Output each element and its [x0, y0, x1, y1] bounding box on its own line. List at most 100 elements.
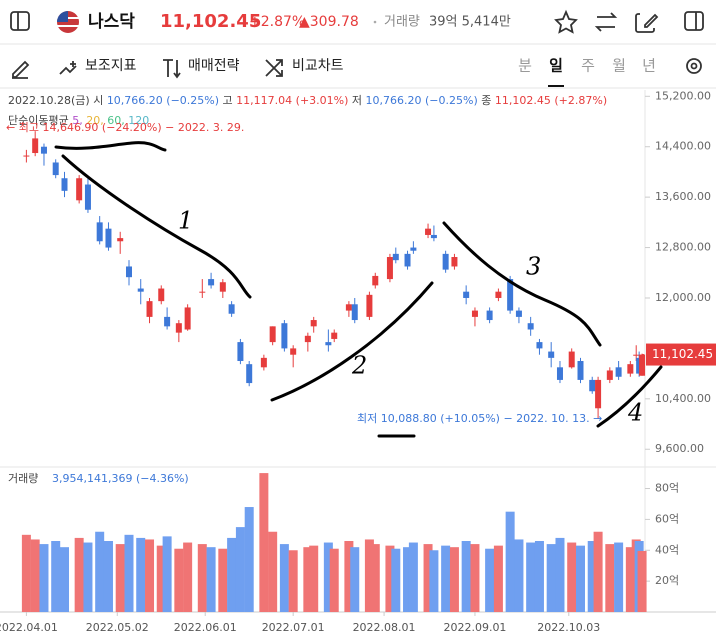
- flag-canton: [57, 11, 68, 22]
- volume-bar: [235, 527, 245, 612]
- info-line: 2022.10.28(금) 시 10,766.20 (−0.25%) 고 11,…: [8, 94, 607, 107]
- candle-body: [430, 234, 437, 239]
- volume-bar: [197, 544, 207, 612]
- x-tick-label: 2022.05.02: [86, 621, 149, 634]
- volume-bar: [279, 544, 289, 612]
- candle-body: [61, 178, 68, 191]
- candle-body: [345, 304, 352, 311]
- y-tick-label: 12,800.00: [655, 241, 711, 254]
- volume-bar: [323, 542, 333, 612]
- volume-bar: [218, 548, 228, 612]
- candle-body: [425, 228, 432, 235]
- volume-label: 거래량: [384, 15, 420, 30]
- volume-bar: [227, 537, 237, 612]
- candle-body: [633, 354, 640, 356]
- volume-bar: [83, 542, 93, 612]
- candle-body: [589, 379, 596, 392]
- settings-icon[interactable]: [686, 58, 702, 74]
- period-tab[interactable]: 분: [518, 57, 532, 75]
- candle-body: [615, 367, 622, 377]
- ma-legend-item: 5,: [72, 114, 83, 127]
- volume-panel-value: 3,954,141,369 (−4.36%): [52, 472, 189, 485]
- info-label: 시: [93, 94, 103, 107]
- candle-body: [463, 291, 470, 298]
- volume-bar: [174, 548, 184, 612]
- volume-bar: [449, 547, 459, 612]
- volume-bar: [309, 545, 319, 612]
- volume-bar: [587, 541, 597, 612]
- volume-bar: [534, 541, 544, 612]
- candle-body: [290, 348, 297, 355]
- panel-right-icon[interactable]: [684, 11, 704, 31]
- candle-body: [304, 335, 311, 343]
- candle-body: [366, 294, 373, 317]
- candle-body: [556, 367, 563, 380]
- candle-body: [184, 307, 191, 330]
- last-price-label: 11,102.45: [652, 347, 713, 361]
- volume-tick-label: 20억: [655, 574, 679, 587]
- candle-body: [175, 323, 182, 333]
- volume-bar: [183, 542, 193, 612]
- handwritten-number: 3: [526, 253, 541, 281]
- volume-bar: [593, 531, 603, 612]
- period-tab[interactable]: 일: [549, 57, 563, 75]
- volume-bar: [30, 539, 40, 612]
- candle-body: [164, 316, 171, 327]
- panel-icon[interactable]: [10, 11, 30, 31]
- candle-body: [627, 364, 634, 374]
- strategy-icon: [163, 59, 181, 79]
- volume-bar: [145, 539, 155, 612]
- toolbar-item[interactable]: 비교차트: [292, 58, 344, 74]
- candle-body: [471, 310, 478, 317]
- ma-legend-item: 120: [128, 114, 149, 127]
- candle-body: [281, 323, 288, 349]
- x-tick-label: 2022.10.03: [537, 621, 600, 634]
- volume-bar: [555, 537, 565, 612]
- candle-body: [442, 253, 449, 270]
- hand-stroke: [596, 365, 663, 428]
- volume-bar: [268, 531, 278, 612]
- handwritten-number: 4: [627, 399, 643, 427]
- toolbar-item[interactable]: 매매전략: [188, 58, 240, 74]
- volume-bar: [625, 547, 635, 612]
- candle-body: [219, 282, 226, 292]
- star-icon[interactable]: [554, 9, 578, 34]
- price: 11,102.45: [160, 11, 261, 32]
- info-label: 종: [481, 94, 491, 107]
- period-tab[interactable]: 월: [612, 57, 626, 75]
- period-tab[interactable]: 년: [642, 57, 656, 75]
- edit-icon[interactable]: [635, 13, 659, 33]
- candle-body: [23, 155, 30, 157]
- volume-bar: [156, 545, 166, 612]
- volume-bar: [423, 544, 433, 612]
- last-price-tag: [646, 343, 716, 366]
- x-tick-label: 2022.08.01: [353, 621, 416, 634]
- candle-body: [260, 357, 267, 368]
- candle-body: [451, 257, 458, 267]
- swap-icon[interactable]: [594, 12, 618, 32]
- candle-body: [32, 138, 39, 154]
- toolbar-item[interactable]: 보조지표: [85, 58, 137, 74]
- period-tab[interactable]: 주: [581, 57, 595, 75]
- volume-bar: [605, 544, 615, 612]
- volume-bar: [403, 547, 413, 612]
- candle-body: [486, 310, 493, 321]
- y-tick-label: 15,200.00: [655, 89, 711, 102]
- volume-bar: [51, 541, 61, 612]
- draw-icon[interactable]: [12, 60, 30, 79]
- info-value: 10,766.20 (−0.25%): [366, 94, 478, 107]
- volume-bar: [385, 545, 395, 612]
- volume-bar: [350, 547, 360, 612]
- hand-stroke: [54, 141, 167, 152]
- volume-bar: [408, 542, 418, 612]
- volume-bar: [259, 473, 269, 612]
- candle-body: [410, 247, 417, 251]
- candle-body: [548, 351, 555, 358]
- volume-bar: [364, 539, 374, 612]
- candle-body: [507, 279, 514, 311]
- candle-body: [310, 320, 317, 327]
- candle-body: [126, 266, 132, 278]
- candle-body: [386, 257, 393, 280]
- volume-tick-label: 80억: [655, 482, 679, 495]
- candle-body: [331, 332, 338, 339]
